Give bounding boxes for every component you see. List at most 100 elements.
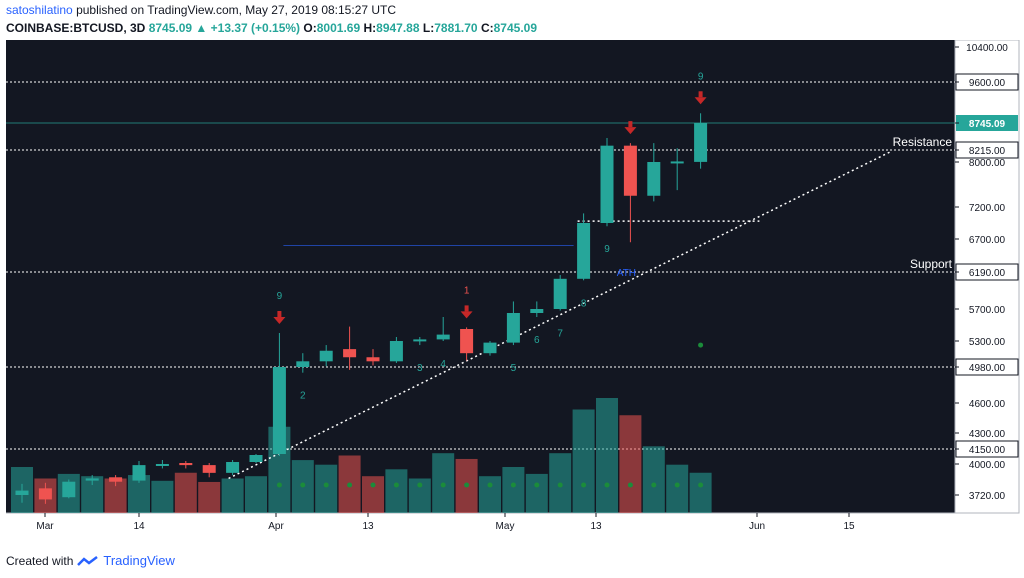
td-count-label: 1 bbox=[464, 285, 470, 296]
td-count-label: 6 bbox=[534, 335, 540, 346]
low-label: L: bbox=[422, 21, 435, 35]
price-tick-label: 4300.00 bbox=[969, 429, 1006, 440]
volume-bar bbox=[502, 467, 525, 513]
indicator-dot bbox=[417, 482, 423, 488]
volume-bar bbox=[572, 409, 595, 513]
arrow-head bbox=[273, 317, 286, 324]
candle-body bbox=[319, 350, 333, 362]
arrow-head bbox=[624, 127, 637, 135]
time-tick-label: Jun bbox=[749, 521, 765, 532]
up-triangle-icon: ▲ bbox=[195, 21, 208, 35]
candle-body bbox=[38, 488, 52, 500]
plot-background bbox=[6, 40, 955, 513]
level-label: Support bbox=[910, 257, 953, 271]
candle-body bbox=[483, 342, 497, 354]
candle-body bbox=[413, 339, 427, 342]
candle-body bbox=[694, 123, 708, 162]
td-count-label: 8 bbox=[581, 298, 587, 309]
indicator-dot bbox=[674, 482, 680, 488]
indicator-dot bbox=[487, 482, 493, 488]
price-chart[interactable]: 913 4 5678992ATHResistanceSupport10400.009… bbox=[0, 40, 1024, 546]
indicator-dot bbox=[627, 482, 633, 488]
price-tick-label: 8215.00 bbox=[969, 146, 1006, 157]
arrow-shaft bbox=[628, 121, 633, 128]
price-tick-label: 5700.00 bbox=[969, 305, 1006, 316]
indicator-dot bbox=[698, 342, 704, 348]
arrow-shaft bbox=[277, 311, 282, 317]
td-count-label: 5 bbox=[511, 363, 517, 374]
indicator-dot bbox=[370, 482, 376, 488]
indicator-dot bbox=[698, 482, 704, 488]
candle-body bbox=[202, 465, 216, 473]
volume-bar bbox=[525, 473, 548, 513]
publish-info: satoshilatino published on TradingView.c… bbox=[6, 3, 396, 17]
volume-bar bbox=[362, 476, 384, 513]
price-tick-label: 8000.00 bbox=[969, 158, 1006, 169]
volume-bar bbox=[245, 476, 267, 513]
time-tick-label: Mar bbox=[36, 521, 54, 532]
low-value: 7881.70 bbox=[434, 21, 478, 35]
candle-body bbox=[179, 463, 193, 466]
candle-body bbox=[296, 361, 310, 367]
price-tick-label: 6700.00 bbox=[969, 235, 1006, 246]
tradingview-logo-icon bbox=[77, 555, 99, 566]
volume-bar bbox=[408, 478, 431, 513]
td-count-label: 9 bbox=[698, 71, 704, 82]
candle-body bbox=[623, 145, 637, 196]
price-tick-label: 4980.00 bbox=[969, 363, 1006, 374]
volume-bar bbox=[128, 475, 150, 513]
price-tick-label: 10400.00 bbox=[966, 43, 1008, 54]
td-count-label: 9 bbox=[277, 291, 283, 302]
indicator-dot bbox=[557, 482, 563, 488]
symbol-label: COINBASE:BTCUSD, 3D bbox=[6, 21, 146, 35]
candle-body bbox=[647, 162, 661, 196]
candle-body bbox=[272, 367, 286, 454]
price-tick-label: 7200.00 bbox=[969, 203, 1006, 214]
volume-bar bbox=[315, 464, 338, 513]
volume-bar bbox=[81, 476, 104, 513]
high-label: H: bbox=[363, 21, 377, 35]
td-count-label: 7 bbox=[557, 329, 563, 340]
candle-body bbox=[366, 357, 380, 362]
time-tick-label: 13 bbox=[362, 521, 374, 532]
time-tick-label: 13 bbox=[590, 521, 602, 532]
time-tick-label: 15 bbox=[843, 521, 855, 532]
level-label: Resistance bbox=[893, 135, 953, 149]
candle-body bbox=[553, 278, 567, 309]
volume-bar bbox=[221, 478, 244, 513]
volume-bar bbox=[104, 478, 127, 513]
price-change: +13.37 (+0.15%) bbox=[210, 21, 301, 35]
indicator-dot bbox=[581, 482, 587, 488]
indicator-dot bbox=[464, 482, 470, 488]
arrow-shaft bbox=[464, 305, 469, 312]
author-link[interactable]: satoshilatino bbox=[6, 3, 73, 17]
candle-body bbox=[389, 341, 403, 362]
volume-bar bbox=[174, 472, 197, 513]
volume-bar bbox=[596, 398, 618, 513]
candle-body bbox=[343, 349, 357, 358]
volume-bar bbox=[619, 415, 642, 513]
tradingview-brand-link[interactable]: TradingView bbox=[103, 553, 175, 568]
candle-body bbox=[109, 477, 123, 482]
indicator-dot bbox=[440, 482, 446, 488]
published-text: published on TradingView.com, May 27, 20… bbox=[76, 3, 397, 17]
arrow-head bbox=[460, 311, 473, 319]
open-value: 8001.69 bbox=[316, 21, 361, 35]
indicator-dot bbox=[347, 482, 353, 488]
time-tick-label: Apr bbox=[268, 521, 284, 532]
volume-bar bbox=[642, 446, 665, 513]
down-arrow-icon bbox=[694, 91, 707, 105]
candle-body bbox=[530, 309, 544, 313]
volume-bar bbox=[151, 480, 174, 513]
price-tick-label: 4150.00 bbox=[969, 445, 1006, 456]
candle-body bbox=[85, 478, 99, 481]
indicator-dot bbox=[323, 482, 329, 488]
volume-bar bbox=[479, 476, 501, 513]
arrow-head bbox=[694, 97, 707, 105]
td-count-label: 3 bbox=[417, 363, 423, 374]
high-value: 8947.88 bbox=[376, 21, 420, 35]
candle-body bbox=[577, 223, 591, 279]
created-with-text: Created with bbox=[6, 553, 74, 568]
volume-bar bbox=[198, 481, 221, 513]
td-count-label: 4 bbox=[440, 359, 446, 370]
